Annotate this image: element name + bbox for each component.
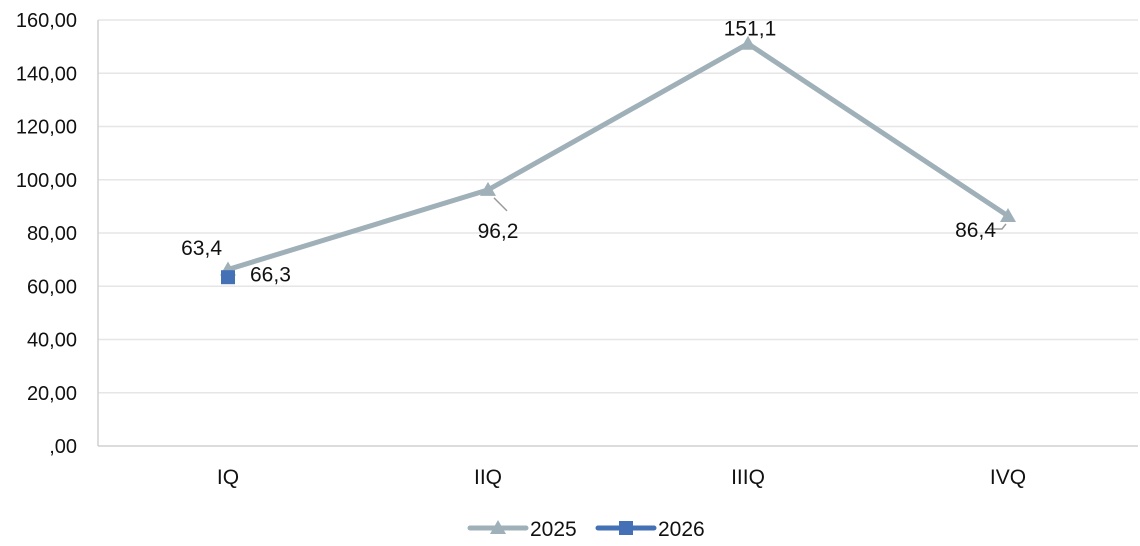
data-point-2025	[740, 35, 756, 50]
y-tick-label: 20,00	[27, 383, 77, 405]
data-label: 151,1	[724, 18, 777, 41]
data-label: 66,3	[250, 263, 291, 286]
data-point-2025	[480, 181, 496, 196]
data-labels: 66,3 96,2 151,1 86,4 63,4	[181, 18, 1007, 286]
legend: 2025 2026	[467, 518, 705, 541]
y-tick-label: 80,00	[27, 223, 77, 245]
y-tick-label: 60,00	[27, 276, 77, 298]
data-point-2025	[1000, 207, 1016, 222]
data-point-2026	[221, 270, 235, 285]
series-lines	[220, 35, 1016, 285]
x-tick-label: IIIQ	[731, 466, 765, 489]
legend-label: 2026	[658, 518, 705, 541]
y-tick-label: 120,00	[16, 117, 77, 139]
y-tick-label: 160,00	[16, 10, 77, 32]
y-tick-label: 100,00	[16, 170, 77, 192]
legend-marker	[619, 521, 633, 535]
data-label: 63,4	[181, 237, 222, 260]
x-tick-label: IQ	[217, 466, 239, 489]
data-label: 86,4	[955, 219, 996, 242]
data-label: 96,2	[478, 220, 519, 243]
y-tick-label: 40,00	[27, 330, 77, 352]
data-label-leader	[989, 223, 1007, 230]
legend-marker	[490, 520, 506, 534]
y-tick-label: 140,00	[16, 63, 77, 85]
x-tick-label: IVQ	[990, 466, 1026, 489]
x-tick-label: IIQ	[474, 466, 502, 489]
y-tick-label: ,00	[49, 436, 77, 458]
legend-label: 2025	[530, 518, 577, 541]
gridlines	[98, 19, 1138, 394]
axes: ,00 20,00 40,00 60,00 80,00 100,00 120,00 140,0…	[16, 10, 1138, 489]
data-label-leader	[493, 197, 508, 212]
series-line-2025	[225, 41, 1011, 272]
